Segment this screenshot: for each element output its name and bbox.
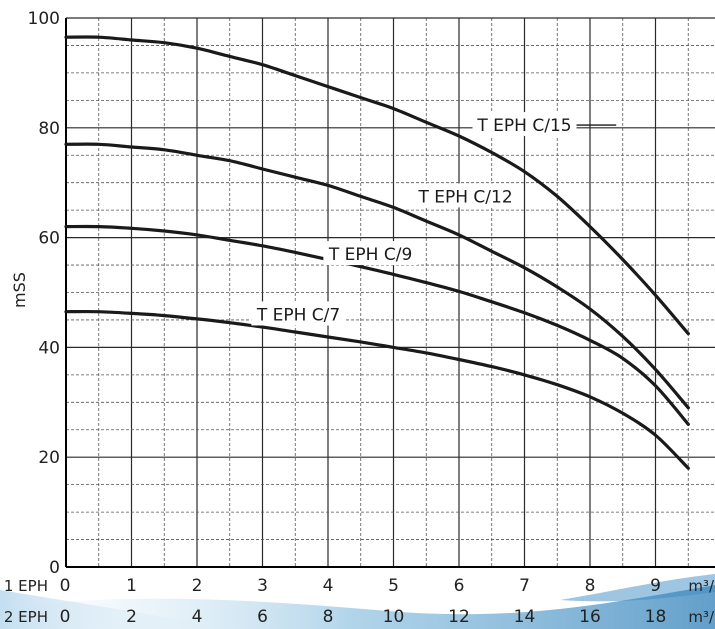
label-background [323,241,418,266]
y-axis-label: mSS [10,272,29,308]
x-tick-label: 3 [257,576,268,596]
x-axis-rows: 1 EPH 0 1 2 3 4 5 6 7 8 9 m³/2 EPH 0 2 4 6 8 10 12 14 16 18 m³… [4,576,715,627]
y-axis-ticks: 0 20 40 60 80 100 [28,9,60,578]
x-tick-label: 0 [60,607,71,627]
y-tick-label: 0 [49,558,60,578]
x-tick-label: 12 [448,607,470,627]
y-tick-label: 60 [38,229,60,249]
y-tick-label: 40 [38,338,60,358]
water-splash-decoration [0,574,715,629]
x-tick-label: 2 [192,576,203,596]
x-tick-label: 2 [126,607,137,627]
series-lines [64,35,690,470]
x-tick-label: 1 [126,576,137,596]
curve-label: T EPH C/15 [476,116,571,136]
x-tick-label: 0 [60,576,71,596]
x-tick-label: 9 [650,576,661,596]
y-tick-label: 20 [38,448,60,468]
curve-labels: T EPH C/15 T EPH C/12 T EPH C/9 T EPH C/7 [251,112,617,326]
curve-label: T EPH C/9 [328,245,412,265]
x-tick-label: 16 [579,607,601,627]
x-unit-label: m³/ [688,608,715,626]
x-tick-label: 7 [519,576,530,596]
label-background [251,301,346,326]
x-row-label: 2 EPH [4,608,48,626]
series-line [64,224,690,426]
x-tick-label: 8 [323,607,334,627]
x-tick-label: 18 [645,607,667,627]
x-tick-label: 14 [514,607,536,627]
x-tick-label: 6 [257,607,268,627]
axes [65,18,715,568]
x-unit-label: m³/ [688,577,715,595]
x-tick-label: 5 [388,576,399,596]
curve-label: T EPH C/12 [417,187,512,207]
label-background [472,112,577,137]
x-tick-label: 8 [585,576,596,596]
y-tick-label: 80 [38,119,60,139]
x-tick-label: 4 [192,607,203,627]
label-background [413,183,518,208]
x-tick-label: 10 [383,607,405,627]
series-line [64,35,690,336]
series-line [64,142,690,410]
grid [65,17,715,568]
series-line [64,309,690,470]
curve-label: T EPH C/7 [256,305,340,325]
x-tick-label: 6 [454,576,465,596]
x-row-label: 1 EPH [4,577,48,595]
y-tick-label: 100 [28,9,60,29]
x-tick-label: 4 [323,576,334,596]
